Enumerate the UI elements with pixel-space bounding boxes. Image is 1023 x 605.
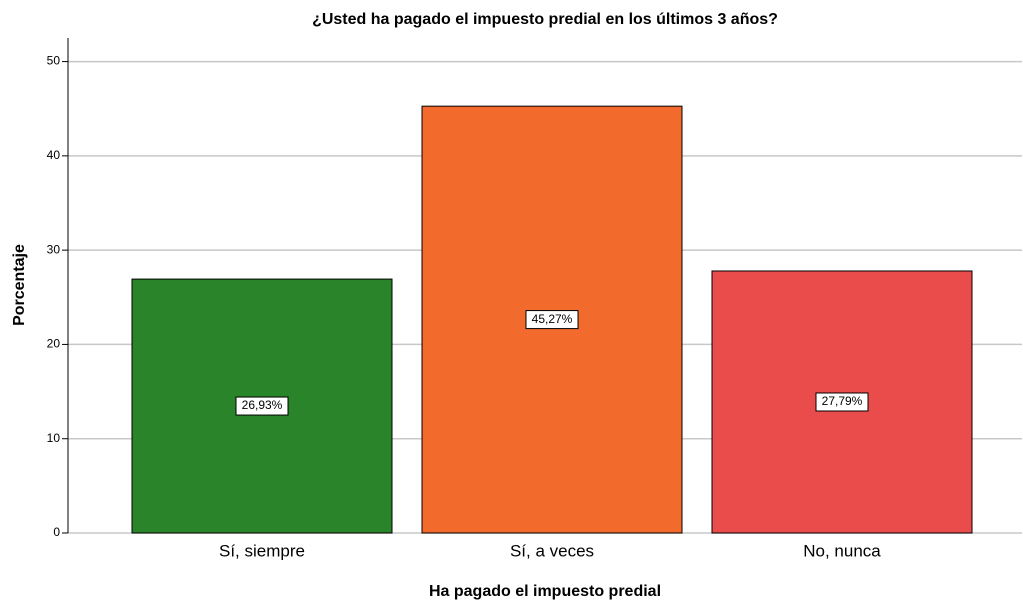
value-label-box [525, 310, 579, 330]
y-axis-label: Porcentaje [11, 244, 28, 326]
y-tick-label: 0 [53, 525, 60, 539]
y-tick-label: 10 [47, 431, 61, 445]
value-label: 27,79% [822, 394, 863, 408]
x-tick-label: No, nunca [803, 541, 881, 560]
y-tick-label: 40 [47, 148, 61, 162]
value-label: 26,93% [242, 398, 283, 412]
x-tick-label: Sí, a veces [510, 541, 594, 560]
value-label-box [815, 392, 869, 412]
y-tick-label: 20 [47, 337, 61, 351]
x-axis-label: Ha pagado el impuesto predial [429, 583, 661, 600]
value-label-box [235, 396, 289, 416]
value-label: 45,27% [532, 312, 573, 326]
y-tick-label: 30 [47, 242, 61, 256]
y-tick-label: 50 [47, 54, 61, 68]
chart-title: ¿Usted ha pagado el impuesto predial en … [312, 11, 778, 28]
x-tick-label: Sí, siempre [219, 541, 305, 560]
